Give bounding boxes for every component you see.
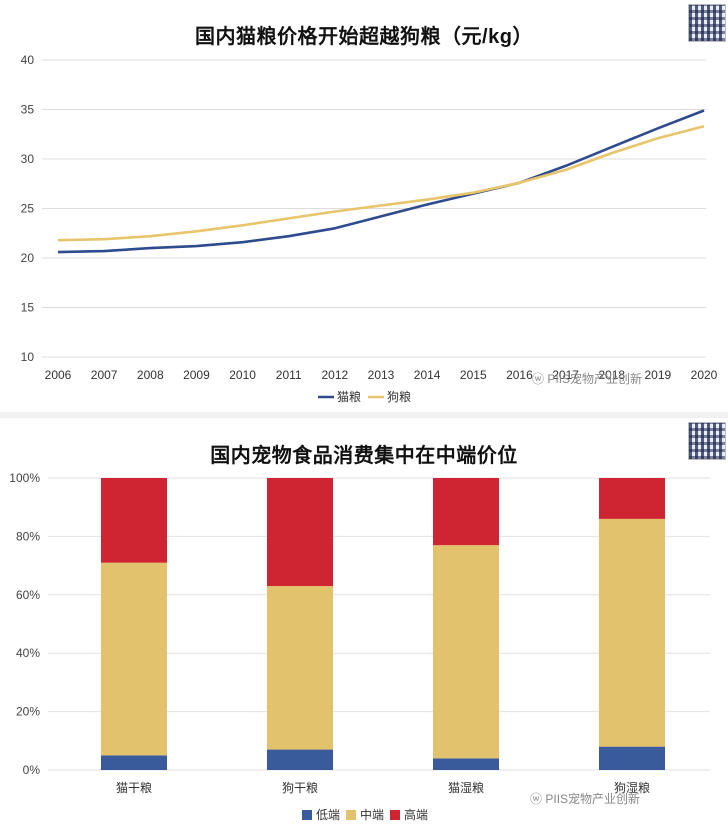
legend-swatch — [346, 810, 356, 820]
x-tick-label: 2017 — [552, 368, 579, 382]
bar-segment — [101, 562, 167, 756]
x-tick-label: 猫湿粮 — [448, 780, 484, 795]
chart-title: 国内宠物食品消费集中在中端价位 — [210, 445, 518, 467]
x-tick-label: 2010 — [229, 368, 256, 382]
y-tick-label: 10 — [21, 350, 35, 364]
legend-label: 猫粮 — [337, 389, 361, 404]
y-tick-label: 40% — [16, 646, 40, 660]
x-tick-label: 2018 — [598, 368, 625, 382]
cat-dog-food-price-panel: 国内猫粮价格开始超越狗粮（元/kg） 10 15 20 25 30 35 40 2006 200… — [0, 0, 728, 412]
y-tick-label: 20 — [21, 251, 35, 265]
bar-segment — [267, 478, 333, 587]
x-tick-label: 2016 — [506, 368, 533, 382]
bar-segment — [267, 586, 333, 750]
source-watermark: ⓦ PIIS宠物产业创新 — [530, 790, 640, 807]
y-tick-label: 15 — [21, 301, 35, 315]
bar-segment — [599, 746, 665, 770]
x-tick-label: 2014 — [414, 368, 441, 382]
wechat-icon: ⓦ — [530, 792, 543, 806]
x-tick-label: 2008 — [137, 368, 164, 382]
y-tick-label: 20% — [16, 705, 40, 719]
pet-food-tier-panel: 国内宠物食品消费集中在中端价位 0% 20% 40% 60% 80% 100% 猫干粮 狗干粮… — [0, 418, 728, 830]
x-tick-label: 2015 — [460, 368, 487, 382]
panel-divider — [0, 412, 728, 418]
bar-segment — [599, 518, 665, 747]
x-tick-label: 2009 — [183, 368, 210, 382]
bar-segment — [101, 478, 167, 563]
qr-code — [688, 422, 726, 460]
chart-title: 国内猫粮价格开始超越狗粮（元/kg） — [195, 26, 533, 48]
wechat-icon: ⓦ — [532, 372, 545, 386]
x-tick-label: 2020 — [691, 368, 718, 382]
y-tick-label: 100% — [9, 471, 40, 485]
y-tick-label: 60% — [16, 588, 40, 602]
y-tick-label: 35 — [21, 103, 35, 117]
y-tick-label: 25 — [21, 202, 35, 216]
x-tick-label: 2007 — [91, 368, 118, 382]
y-tick-label: 40 — [21, 53, 35, 67]
qr-code — [688, 4, 726, 42]
x-tick-label: 狗湿粮 — [614, 780, 650, 795]
bar-segment — [433, 545, 499, 759]
y-tick-label: 0% — [23, 763, 41, 777]
legend-swatch — [390, 810, 400, 820]
x-tick-label: 2006 — [45, 368, 72, 382]
y-tick-label: 80% — [16, 529, 40, 543]
x-tick-label: 2013 — [368, 368, 395, 382]
legend-label: 高端 — [404, 807, 428, 822]
y-tick-label: 30 — [21, 152, 35, 166]
series-line — [57, 109, 705, 254]
bar-segment — [599, 478, 665, 519]
line-chart: 10 15 20 25 30 35 40 2006 2007 2008 2009 2010 2011 20… — [21, 53, 718, 404]
series-line — [57, 125, 705, 242]
x-tick-label: 2012 — [322, 368, 349, 382]
legend-swatch — [302, 810, 312, 820]
legend-label: 低端 — [316, 808, 340, 822]
legend-label: 中端 — [360, 807, 384, 822]
x-tick-label: 狗干粮 — [282, 780, 318, 795]
source-watermark-text: PIIS宠物产业创新 — [547, 372, 643, 386]
x-tick-label: 2019 — [645, 368, 672, 382]
x-tick-label: 猫干粮 — [116, 780, 152, 795]
bar-segment — [433, 758, 499, 770]
legend-label: 狗粮 — [387, 389, 411, 404]
x-tick-label: 2011 — [276, 368, 302, 382]
source-watermark: ⓦ PIIS宠物产业创新 — [532, 370, 642, 387]
source-watermark-text: PIIS宠物产业创新 — [545, 792, 641, 806]
bar-segment — [101, 755, 167, 770]
bar-segment — [267, 749, 333, 770]
bar-segment — [433, 478, 499, 546]
